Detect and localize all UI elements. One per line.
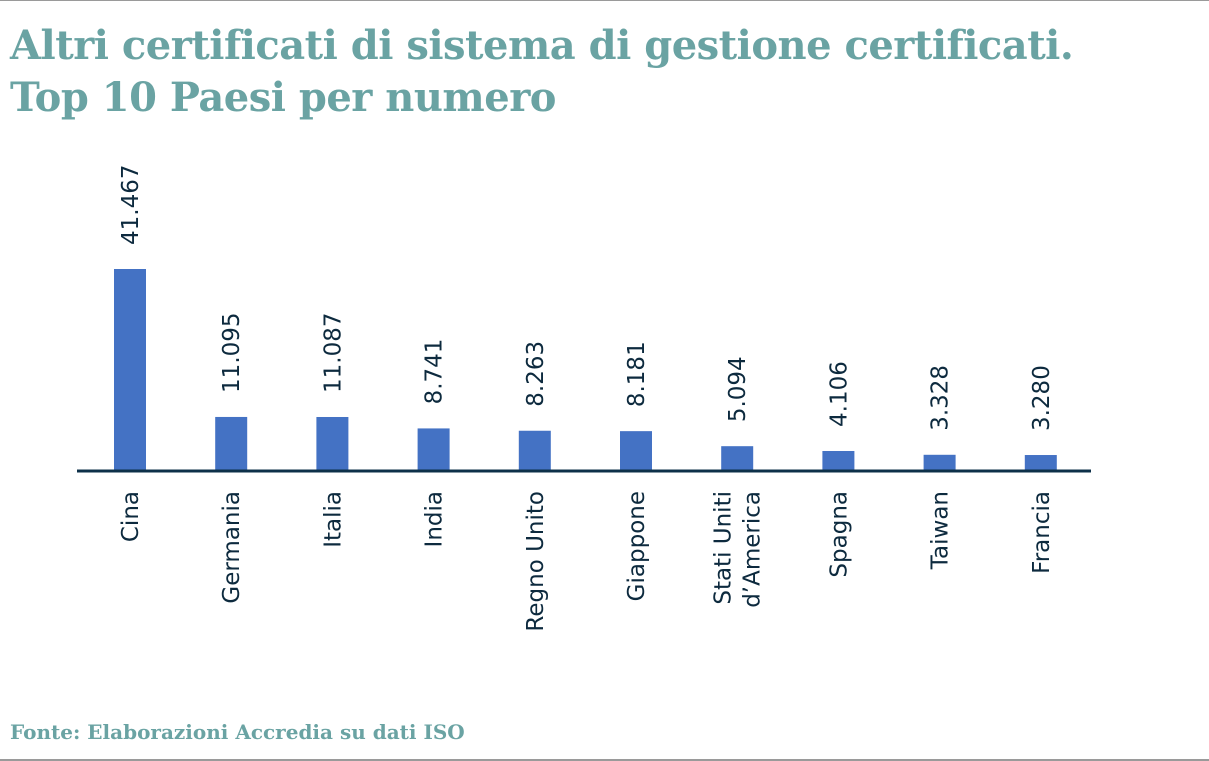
category-label-5-line-1: Regno Unito xyxy=(523,491,549,632)
category-label-8: Spagna xyxy=(826,491,852,578)
category-label-3-line-1: Italia xyxy=(320,491,346,548)
category-label-10-line-1: Francia xyxy=(1029,491,1055,574)
category-label-2: Germania xyxy=(219,491,245,604)
category-label-8-line-1: Spagna xyxy=(826,491,852,578)
value-label-9: 3.328 xyxy=(928,365,954,431)
bar-2 xyxy=(215,416,248,471)
chart-title-line-2: Top 10 Paesi per numero xyxy=(10,74,556,121)
bar-6 xyxy=(620,431,652,471)
bar-1 xyxy=(114,269,146,471)
category-label-9: Taiwan xyxy=(928,491,954,570)
bar-7 xyxy=(721,446,754,471)
category-label-1-line-1: Cina xyxy=(118,491,144,542)
category-label-3: Italia xyxy=(320,491,346,548)
value-label-2: 11.095 xyxy=(219,312,245,392)
bar-8 xyxy=(822,450,855,471)
value-label-4: 8.741 xyxy=(422,339,448,405)
value-label-5: 8.263 xyxy=(523,341,549,407)
category-label-1: Cina xyxy=(118,491,144,542)
category-labels-group: Cina Germania Italia India Regno Unito Giappo… xyxy=(118,491,1055,632)
category-label-2-line-1: Germania xyxy=(219,491,245,604)
category-label-6-line-1: Giappone xyxy=(624,491,650,601)
value-label-1: 41.467 xyxy=(118,165,144,245)
bar-9 xyxy=(923,454,956,471)
category-label-6: Giappone xyxy=(624,491,650,601)
category-label-9-line-1: Taiwan xyxy=(928,491,954,570)
value-label-8: 4.106 xyxy=(826,361,852,427)
category-label-7-line-1: Stati Uniti xyxy=(711,491,737,605)
bar-3 xyxy=(316,416,349,471)
frame-top-border xyxy=(0,0,1209,1)
bar-10 xyxy=(1024,455,1057,471)
chart-title: Altri certificati di sistema di gestione… xyxy=(10,20,1074,124)
value-label-3: 11.087 xyxy=(320,313,346,393)
value-label-6: 8.181 xyxy=(624,341,650,407)
category-label-4-line-1: India xyxy=(422,491,448,547)
bars-group xyxy=(114,269,1057,471)
category-label-5: Regno Unito xyxy=(523,491,549,632)
category-label-4: India xyxy=(422,491,448,547)
bar-5 xyxy=(518,430,551,471)
category-label-10: Francia xyxy=(1029,491,1055,574)
source-note: Fonte: Elaborazioni Accredia su dati ISO xyxy=(10,720,465,744)
chart-title-line-1: Altri certificati di sistema di gestione… xyxy=(10,22,1074,69)
bar-4 xyxy=(417,428,450,471)
frame-bottom-border xyxy=(0,759,1209,761)
value-label-10: 3.280 xyxy=(1029,365,1055,431)
value-label-7: 5.094 xyxy=(725,356,751,422)
category-label-7-line-2: d’America xyxy=(740,491,766,608)
value-labels-group: 41.467 11.095 11.087 8.741 8.263 8.181 5.094 4.… xyxy=(118,165,1055,432)
category-label-7: Stati Uniti d’America xyxy=(711,491,766,608)
